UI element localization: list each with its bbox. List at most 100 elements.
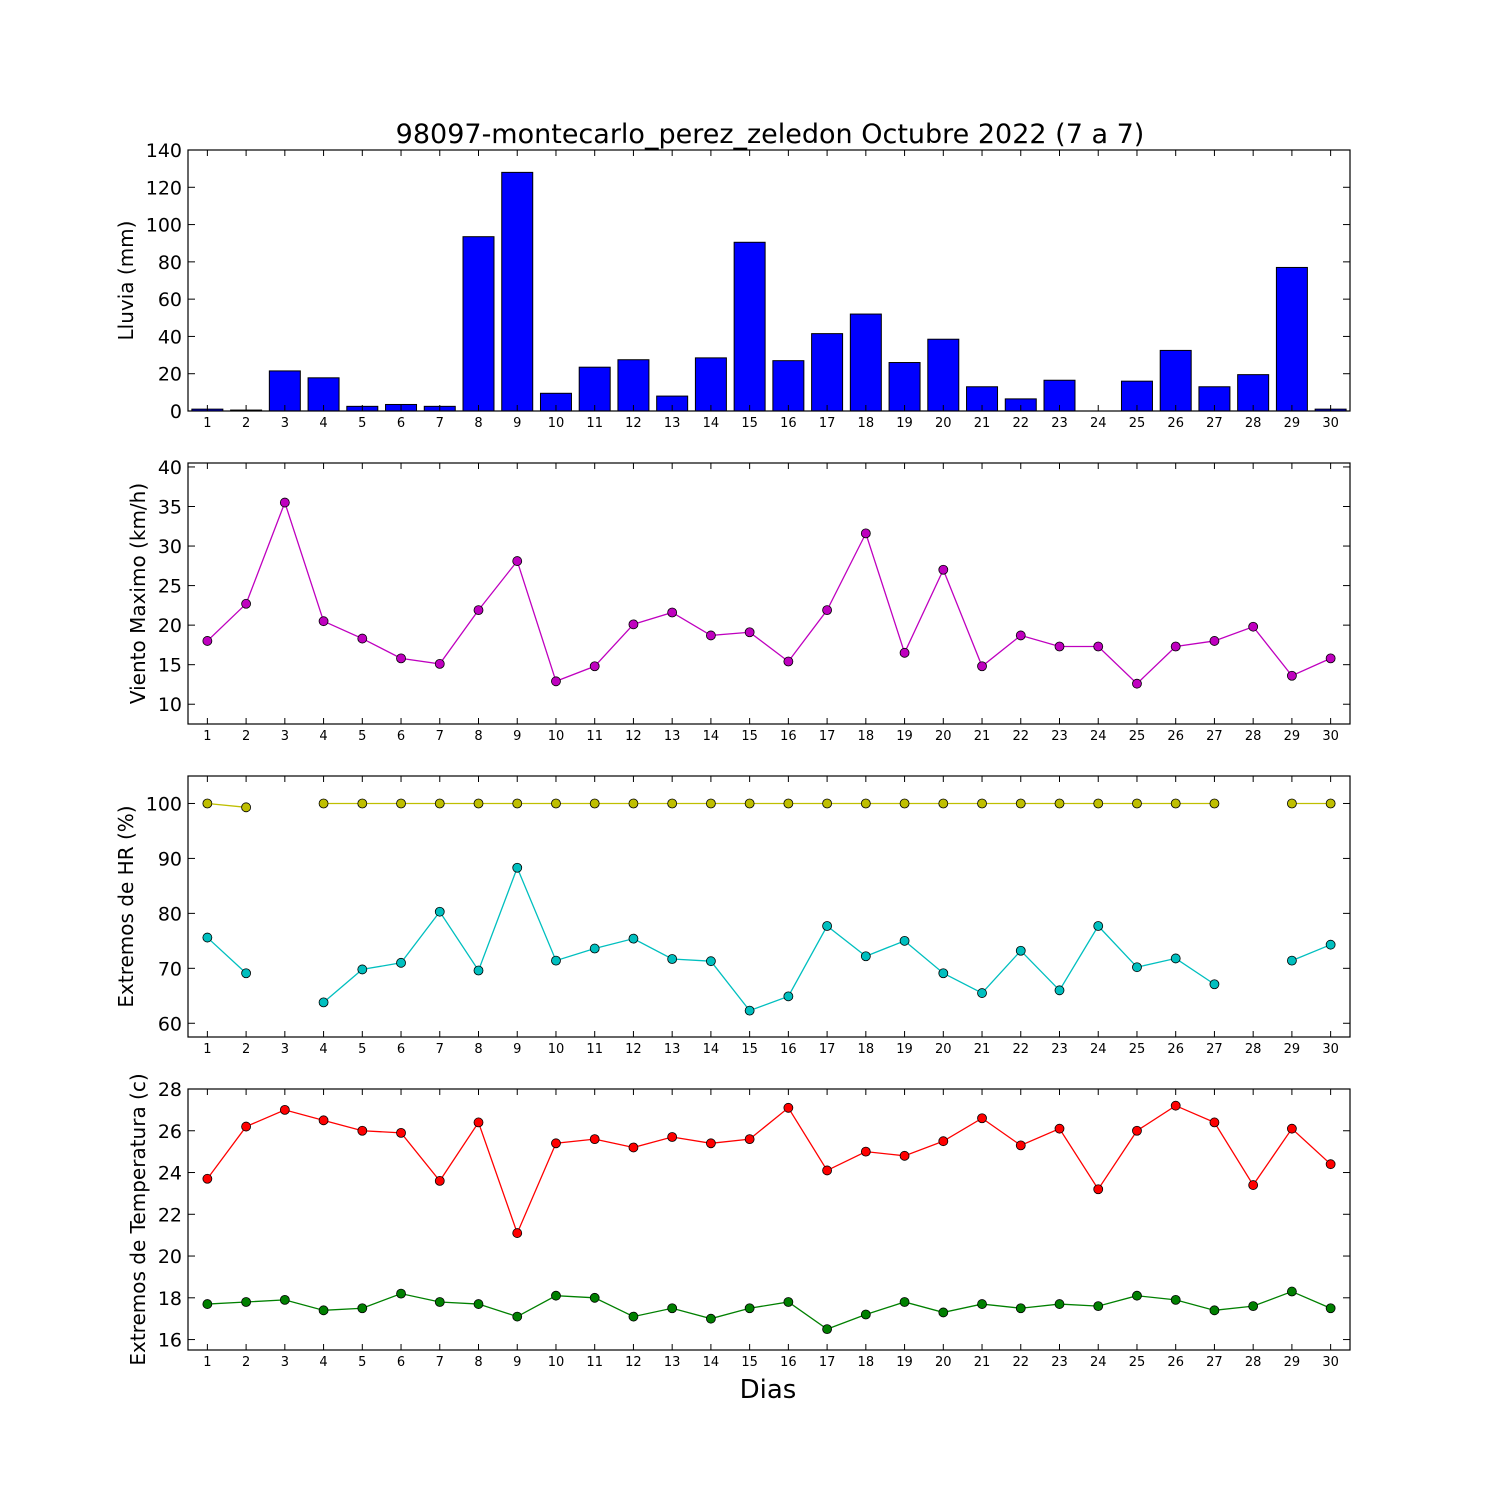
xtick-label: 24 (1090, 1355, 1107, 1370)
point-temperatura-0-day-21 (977, 1113, 987, 1124)
ytick-label: 100 (146, 793, 182, 815)
point-hr-1-day-4 (318, 997, 329, 1008)
xtick-label: 19 (896, 416, 913, 431)
point-temperatura-0-day-27 (1209, 1117, 1220, 1128)
xtick-label: 15 (741, 1042, 758, 1057)
xtick-label: 28 (1245, 1042, 1262, 1057)
xtick-label: 27 (1206, 416, 1223, 431)
xtick-label: 7 (436, 1042, 444, 1057)
point-hr-0-day-6 (396, 798, 406, 809)
xtick-label: 25 (1129, 1355, 1146, 1370)
xtick-label: 7 (436, 416, 444, 431)
bar-day-3 (268, 370, 301, 412)
point-viento-0-day-24 (1093, 641, 1104, 652)
xtick-label: 1 (203, 416, 211, 431)
point-hr-0-day-16 (783, 798, 794, 809)
point-temperatura-1-day-19 (899, 1297, 910, 1307)
xtick-label: 4 (319, 729, 327, 744)
point-hr-1-day-12 (628, 933, 639, 944)
xtick-label: 20 (935, 1355, 952, 1370)
point-viento-0-day-7 (434, 658, 445, 669)
ytick-label: 60 (158, 1013, 182, 1035)
ytick-label: 22 (158, 1204, 182, 1226)
point-viento-0-day-20 (938, 564, 949, 575)
xtick-label: 22 (1012, 729, 1029, 744)
xtick-label: 6 (397, 1042, 405, 1057)
ytick-label: 16 (158, 1330, 182, 1352)
xtick-label: 24 (1090, 416, 1107, 431)
xtick-label: 24 (1090, 1042, 1107, 1057)
point-hr-0-day-20 (938, 798, 949, 809)
xtick-label: 15 (741, 416, 758, 431)
point-temperatura-0-day-25 (1132, 1125, 1142, 1136)
point-hr-1-day-5 (357, 964, 368, 975)
point-temperatura-1-day-1 (202, 1299, 213, 1309)
xtick-label: 2 (242, 729, 250, 744)
xtick-label: 9 (513, 729, 521, 744)
xtick-label: 27 (1206, 1042, 1223, 1057)
xtick-label: 10 (548, 729, 565, 744)
xtick-label: 9 (513, 1042, 521, 1057)
point-hr-1-day-7 (434, 906, 445, 917)
plot-frame-lluvia (187, 149, 1351, 412)
point-hr-0-day-12 (628, 798, 639, 809)
xtick-label: 22 (1012, 1042, 1029, 1057)
xtick-label: 18 (858, 1042, 875, 1057)
ytick-label: 40 (158, 326, 182, 348)
point-temperatura-0-day-26 (1170, 1100, 1181, 1111)
point-viento-0-day-16 (783, 656, 794, 667)
xtick-label: 27 (1206, 729, 1223, 744)
y-axis-label-hr: Extremos de HR (%) (114, 805, 138, 1007)
xtick-label: 27 (1206, 1355, 1223, 1370)
ytick-label: 0 (170, 401, 182, 423)
series-viento-0-line-0 (206, 500, 1331, 685)
point-hr-0-day-1 (202, 798, 213, 809)
point-hr-1-day-23 (1054, 985, 1065, 996)
point-hr-1-day-15 (744, 1005, 755, 1016)
ytick-label: 25 (158, 576, 182, 598)
point-temperatura-0-day-5 (357, 1125, 368, 1136)
point-temperatura-1-day-3 (279, 1294, 290, 1305)
point-temperatura-0-day-28 (1248, 1180, 1259, 1190)
point-temperatura-0-day-11 (589, 1134, 600, 1145)
ytick-label: 15 (158, 655, 182, 677)
xtick-label: 18 (858, 1355, 875, 1370)
point-temperatura-0-day-19 (899, 1150, 910, 1161)
xtick-label: 2 (242, 1355, 250, 1370)
point-temperatura-1-day-15 (744, 1303, 755, 1314)
point-temperatura-0-day-17 (822, 1165, 832, 1176)
point-hr-0-day-17 (822, 798, 832, 809)
bar-day-12 (617, 359, 650, 412)
plot-frame-hr (187, 775, 1351, 1038)
point-temperatura-0-day-18 (860, 1146, 871, 1157)
point-hr-1-day-26 (1170, 953, 1181, 964)
xtick-label: 29 (1284, 729, 1301, 744)
xtick-label: 5 (358, 729, 366, 744)
point-hr-1-day-6 (396, 957, 406, 968)
xtick-label: 5 (358, 1042, 366, 1057)
xtick-label: 11 (586, 1042, 603, 1057)
xtick-label: 11 (586, 416, 603, 431)
series-hr-0-line-0 (207, 802, 247, 808)
point-temperatura-1-day-8 (473, 1299, 484, 1309)
bar-day-8 (462, 236, 495, 412)
point-viento-0-day-9 (512, 556, 523, 566)
ytick-label: 20 (158, 1246, 182, 1268)
point-hr-1-day-10 (551, 955, 561, 966)
point-hr-0-day-4 (318, 798, 329, 809)
xtick-label: 30 (1322, 729, 1339, 744)
point-viento-0-day-21 (977, 661, 987, 672)
point-hr-0-day-22 (1015, 798, 1026, 809)
xtick-label: 11 (586, 1355, 603, 1370)
point-hr-1-day-30 (1325, 939, 1336, 950)
point-temperatura-0-day-4 (318, 1115, 329, 1126)
point-hr-0-day-13 (667, 798, 678, 809)
point-hr-0-day-30 (1325, 798, 1336, 809)
xtick-label: 11 (586, 729, 603, 744)
point-temperatura-1-day-22 (1015, 1303, 1026, 1314)
ytick-label: 90 (158, 848, 182, 870)
xtick-label: 22 (1012, 416, 1029, 431)
xtick-label: 21 (974, 1355, 991, 1370)
point-temperatura-1-day-10 (551, 1290, 561, 1301)
